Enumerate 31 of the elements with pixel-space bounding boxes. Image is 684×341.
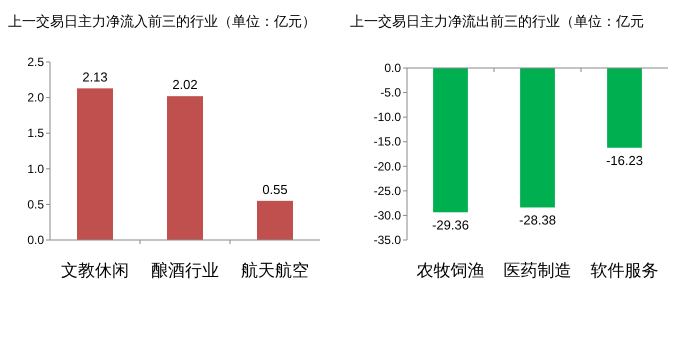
data-label: 2.02 (172, 77, 198, 92)
y-tick-label: -35.0 (374, 233, 402, 247)
y-tick-label: -5.0 (380, 86, 402, 100)
y-tick-label: 2.0 (27, 90, 44, 105)
chart-title: 上一交易日主力净流入前三的行业（单位：亿元） (8, 13, 316, 29)
x-tick-label: 酿酒行业 (151, 261, 219, 280)
x-tick-label: 文教休闲 (61, 261, 129, 280)
data-label: 2.13 (82, 69, 108, 84)
y-tick-label: 2.5 (27, 55, 44, 69)
y-tick-label: -20.0 (374, 159, 402, 174)
y-tick-label: -25.0 (374, 184, 402, 198)
bar (167, 96, 203, 240)
data-label: -29.36 (432, 217, 469, 232)
data-label: -16.23 (606, 152, 643, 168)
x-tick-label: 医药制造 (504, 261, 572, 280)
data-label: -28.38 (519, 212, 556, 228)
x-tick-label: 航天航空 (241, 261, 309, 280)
y-tick-label: 1.5 (27, 126, 44, 140)
y-tick-label: 1.0 (27, 162, 44, 176)
y-tick-label: -30.0 (374, 208, 402, 222)
bar (257, 200, 293, 240)
y-tick-label: -15.0 (374, 134, 402, 149)
data-label: 0.55 (262, 182, 288, 197)
y-tick-label: -10.0 (374, 110, 402, 124)
y-tick-label: 0.5 (27, 197, 44, 212)
x-tick-label: 农牧饲渔 (416, 261, 484, 280)
y-tick-label: 0.0 (384, 61, 402, 75)
y-tick-label: 0.0 (27, 233, 44, 247)
x-tick-label: 软件服务 (590, 261, 658, 280)
bar (77, 88, 113, 240)
chart-title: 上一交易日主力净流出前三的行业（单位：亿元 (350, 13, 644, 29)
